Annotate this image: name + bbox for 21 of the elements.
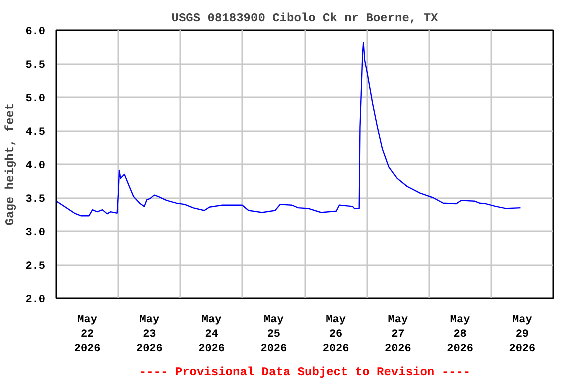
y-tick-label: 6.0 xyxy=(26,26,46,38)
x-tick-label: May 27 2026 xyxy=(384,314,412,356)
x-tick-label: May 22 2026 xyxy=(74,314,101,356)
y-tick-label: 5.0 xyxy=(26,94,46,106)
line-series xyxy=(56,42,522,217)
y-tick-label: 3.0 xyxy=(26,228,46,240)
chart-title: USGS 08183900 Cibolo Ck nr Boerne, TX xyxy=(172,12,440,26)
x-tick-label: May 24 2026 xyxy=(198,314,226,356)
y-tick-label: 2.5 xyxy=(26,261,46,273)
y-axis-title: Gage height, feet xyxy=(4,103,18,226)
y-tick-label: 5.5 xyxy=(26,60,46,72)
x-tick-label: May 29 2026 xyxy=(509,314,536,356)
x-tick-label: May 23 2026 xyxy=(136,314,163,356)
y-tick-label: 3.5 xyxy=(26,194,46,206)
text: ---- Provisional Data Subject to Revision ---- xyxy=(139,366,471,380)
x-tick-label: May 28 2026 xyxy=(447,314,474,356)
x-tick-label: May 25 2026 xyxy=(260,314,288,356)
x-tick-label: May 26 2026 xyxy=(322,314,350,356)
y-tick-label: 4.0 xyxy=(26,160,46,172)
y-tick-label: 2.0 xyxy=(26,294,46,306)
y-tick-label: 4.5 xyxy=(26,127,46,139)
